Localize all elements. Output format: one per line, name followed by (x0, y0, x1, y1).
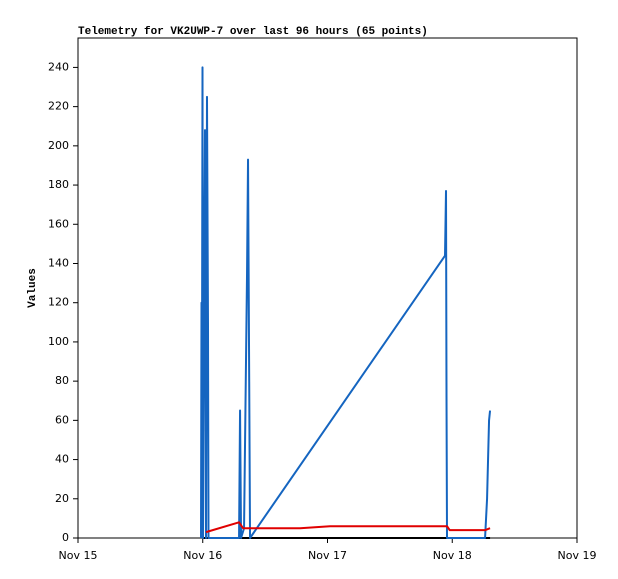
y-tick-label: 0 (62, 531, 69, 544)
y-tick-label: 20 (55, 492, 69, 505)
x-tick-label: Nov 16 (183, 549, 222, 562)
series-line (205, 521, 491, 534)
y-tick-label: 120 (48, 296, 69, 309)
y-tick-label: 80 (55, 374, 69, 387)
y-tick-label: 240 (48, 60, 69, 73)
series-line (200, 66, 492, 539)
x-tick-label: Nov 19 (558, 549, 597, 562)
x-tick-label: Nov 18 (433, 549, 472, 562)
x-tick-label: Nov 15 (59, 549, 98, 562)
x-tick-label: Nov 17 (308, 549, 347, 562)
y-tick-label: 40 (55, 453, 69, 466)
y-tick-label: 200 (48, 139, 69, 152)
chart-title: Telemetry for VK2UWP-7 over last 96 hour… (78, 26, 428, 38)
y-tick-label: 60 (55, 413, 69, 426)
plot-frame (77, 37, 578, 539)
y-tick-label: 140 (48, 256, 69, 269)
y-tick-label: 100 (48, 335, 69, 348)
y-tick-label: 160 (48, 217, 69, 230)
y-tick-label: 180 (48, 178, 69, 191)
y-tick-label: 220 (48, 100, 69, 113)
y-axis-label: Values (27, 268, 39, 308)
